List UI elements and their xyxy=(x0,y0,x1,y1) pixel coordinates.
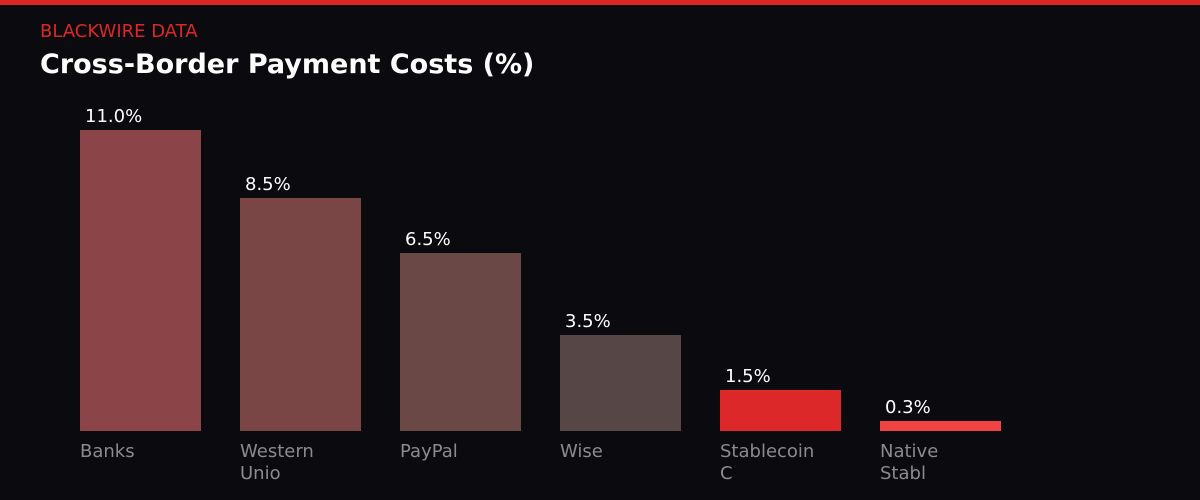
bar-value-label: 6.5% xyxy=(405,229,451,250)
chart-title: Cross-Border Payment Costs (%) xyxy=(40,49,535,80)
brand-label: BLACKWIRE DATA xyxy=(40,21,198,42)
bar xyxy=(880,421,1001,431)
bar xyxy=(560,335,681,431)
category-label-line1: Western xyxy=(240,441,314,462)
category-label: Wise xyxy=(560,441,690,463)
bar-value-label: 0.3% xyxy=(885,397,931,418)
category-label-line1: Stablecoin xyxy=(720,441,815,462)
category-label-line1: Native xyxy=(880,441,939,462)
category-label: Banks xyxy=(80,441,210,463)
category-label-line1: Wise xyxy=(560,441,603,462)
bar xyxy=(400,253,521,431)
category-label: Native Stabl xyxy=(880,441,1010,485)
bar-value-label: 8.5% xyxy=(245,174,291,195)
bar-value-label: 3.5% xyxy=(565,311,611,332)
bar xyxy=(720,390,841,431)
category-label: PayPal xyxy=(400,441,530,463)
category-label-line2: Unio xyxy=(240,463,281,484)
top-accent-bar xyxy=(0,0,1200,5)
category-label: Stablecoin C xyxy=(720,441,850,485)
bar-value-label: 1.5% xyxy=(725,366,771,387)
category-label-line2: C xyxy=(720,463,733,484)
category-label: Western Unio xyxy=(240,441,370,485)
bar xyxy=(240,198,361,431)
category-label-line1: PayPal xyxy=(400,441,458,462)
bar-value-label: 11.0% xyxy=(85,106,143,127)
category-label-line2: Stabl xyxy=(880,463,926,484)
category-label-line1: Banks xyxy=(80,441,135,462)
bar xyxy=(80,130,201,431)
